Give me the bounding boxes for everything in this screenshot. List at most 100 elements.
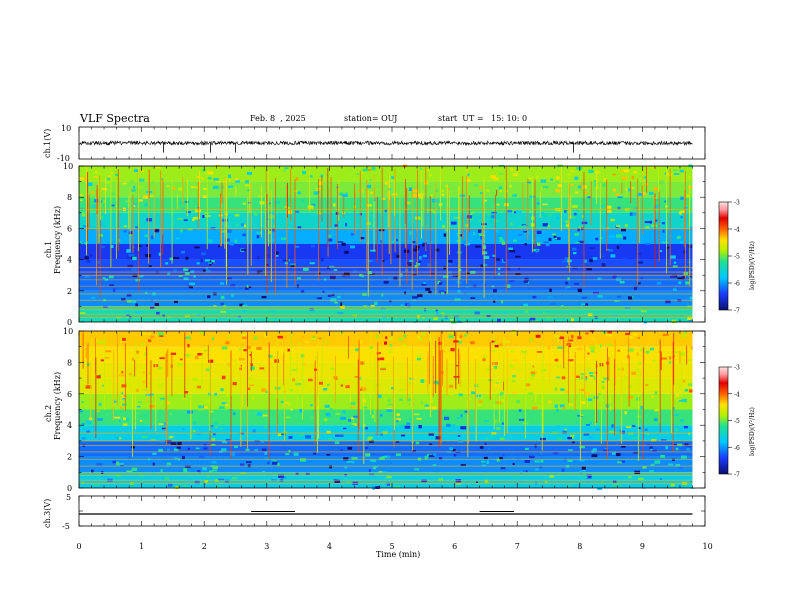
spectrogram-cell — [644, 221, 651, 224]
colorbar-tick-label: -4 — [734, 227, 740, 234]
spectrogram-cell — [126, 314, 130, 316]
spectrogram-cell — [327, 238, 333, 242]
ch1-spectrogram-image — [79, 164, 705, 324]
spectrogram-cell — [523, 470, 527, 472]
ch3-ytick-bottom: -5 — [62, 522, 70, 531]
spectrogram-cell — [115, 173, 118, 177]
spectrogram-cell — [653, 187, 659, 191]
spectrogram-cell — [234, 213, 240, 217]
ch1-ylabel-freq: Frequency (kHz) — [53, 206, 62, 274]
spectrogram-cell — [612, 188, 617, 192]
spectrogram-cell — [509, 249, 516, 253]
spectrogram-cell — [366, 184, 372, 189]
spectrogram-cell — [431, 271, 435, 275]
spectrogram-cell — [235, 180, 240, 183]
spectrogram-cell — [581, 227, 584, 231]
spectrogram-cell — [518, 266, 521, 270]
spectrogram-cell — [324, 418, 328, 422]
spectrogram-cell — [96, 422, 101, 425]
y-tick-label: 2 — [67, 453, 72, 462]
spectrogram-cell — [173, 169, 178, 171]
spectrogram-cell — [422, 254, 427, 258]
spectrogram-cell — [627, 475, 632, 479]
spectrogram-cell — [223, 305, 227, 309]
spectrogram-cell — [212, 215, 218, 219]
spectrogram-cell — [468, 397, 472, 401]
spectrogram-cell — [147, 339, 152, 343]
spectrogram-cell — [128, 254, 135, 258]
spectrogram-cell — [688, 175, 691, 179]
spectrogram-cell — [687, 383, 694, 387]
spectrogram-cell — [592, 306, 599, 309]
spectrogram-cell — [203, 447, 208, 450]
spectrogram-cell — [364, 446, 369, 450]
spectrogram-cell — [511, 367, 515, 371]
spectrogram-cell — [658, 357, 663, 361]
spectrogram-cell — [581, 303, 586, 306]
spectrogram-cell — [227, 363, 231, 366]
spectrogram-cell — [311, 203, 316, 207]
spectrogram-cell — [246, 349, 252, 353]
spectrogram-cell — [247, 189, 250, 192]
spectrogram-cell — [465, 272, 470, 275]
y-tick-label: 4 — [67, 256, 72, 265]
spectrogram-cell — [483, 255, 490, 259]
spectrogram-cell — [386, 461, 393, 465]
spectrogram-cell — [370, 191, 373, 194]
spectrogram-band — [79, 212, 693, 229]
spectrogram-cell — [305, 435, 312, 439]
spectrogram-cell — [183, 468, 188, 472]
spectrogram-cell — [340, 449, 344, 451]
spectrogram-cell — [638, 261, 644, 264]
spectrogram-cell — [314, 356, 318, 360]
spectrogram-cell — [104, 278, 109, 281]
spectrogram-cell — [455, 479, 462, 483]
spectrogram-cell — [197, 409, 204, 411]
spectrogram-cell — [162, 314, 165, 317]
spectrogram-cell — [577, 288, 582, 293]
spectrogram-cell — [285, 416, 291, 419]
spectrogram-cell — [536, 351, 543, 353]
spectrogram-cell — [187, 410, 194, 414]
spectrogram-cell — [529, 290, 536, 293]
spectrogram-cell — [138, 275, 144, 278]
spectrogram-cell — [313, 368, 319, 371]
spectrogram-cell — [388, 221, 392, 225]
spectrogram-cell — [397, 363, 401, 365]
spectrogram-cell — [661, 357, 667, 360]
spectrogram-cell — [152, 452, 157, 455]
spectrogram-cell — [144, 202, 148, 207]
spectrogram-cell — [148, 372, 151, 375]
spectrogram-cell — [365, 426, 368, 430]
spectrogram-cell — [592, 257, 598, 260]
spectrogram-cell — [150, 305, 155, 309]
spectrogram-cell — [535, 468, 539, 471]
spectrogram-cell — [245, 448, 250, 451]
spectrogram-cell — [308, 175, 313, 178]
spectrogram-cell — [585, 332, 589, 335]
spectrogram-cell — [518, 418, 525, 421]
spectrogram-cell — [409, 231, 412, 235]
spectrogram-cell — [657, 281, 662, 285]
spectrogram-cell — [605, 378, 608, 381]
spectrogram-cell — [100, 359, 104, 362]
spectrogram-cell — [343, 314, 346, 317]
spectrogram-cell — [528, 367, 532, 370]
spectrogram-cell — [428, 290, 432, 294]
spectrogram-cell — [146, 218, 152, 222]
spectrogram-cell — [579, 373, 586, 376]
spectrogram-cell — [629, 212, 633, 216]
spectrogram-cell — [459, 335, 463, 338]
spectrogram-cell — [595, 428, 600, 431]
spectrogram-cell — [648, 191, 654, 196]
spectrogram-cell — [324, 404, 330, 408]
spectrogram-cell — [565, 281, 569, 285]
spectrogram-cell — [582, 303, 589, 306]
spectrogram-cell — [151, 235, 154, 240]
spectrogram-cell — [291, 368, 297, 371]
spectrogram-cell — [165, 439, 172, 444]
x-tick-label: 10 — [703, 542, 713, 551]
spectrogram-cell — [239, 463, 245, 467]
colorbar-ch2: -3-4-5-6-7 log(PSD)(V²/Hz) — [718, 365, 756, 479]
spectrogram-cell — [480, 460, 486, 463]
